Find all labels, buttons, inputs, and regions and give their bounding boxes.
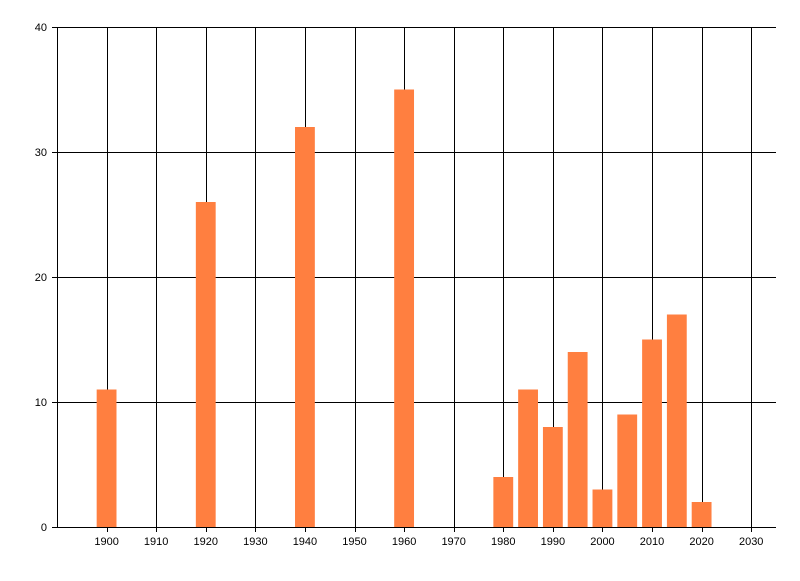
bar-2015 <box>666 314 687 527</box>
y-tick-label: 40 <box>35 22 47 34</box>
bar-1985 <box>518 389 538 527</box>
axes <box>57 27 776 528</box>
y-tick-label: 0 <box>41 522 47 534</box>
x-tick-label: 2010 <box>640 536 664 548</box>
bars <box>96 89 712 527</box>
bar-1990 <box>542 427 563 527</box>
bar-2000 <box>592 489 613 527</box>
x-tick-label: 1940 <box>293 536 317 548</box>
x-tick-label: 2020 <box>689 536 713 548</box>
y-tick-label: 10 <box>35 397 47 409</box>
x-tick-label: 1980 <box>491 536 515 548</box>
y-tick-label: 30 <box>35 147 47 159</box>
bar-1940 <box>295 127 315 527</box>
x-tick-label: 1920 <box>194 536 218 548</box>
bar-2020 <box>691 502 712 527</box>
x-tick-label: 1970 <box>441 536 465 548</box>
x-tick-label: 1950 <box>342 536 366 548</box>
x-tick-label: 1900 <box>94 536 118 548</box>
bar-2005 <box>617 414 638 527</box>
bar-1995 <box>567 352 588 527</box>
y-tick-label: 20 <box>35 272 47 284</box>
x-tick-label: 1930 <box>243 536 267 548</box>
bar-2010 <box>642 339 662 527</box>
x-tick-label: 2030 <box>739 536 763 548</box>
bar-1960 <box>394 89 415 527</box>
x-tick-label: 1990 <box>541 536 565 548</box>
bar-1980 <box>493 477 514 527</box>
x-tick-label: 1960 <box>392 536 416 548</box>
x-tick-label: 1910 <box>144 536 168 548</box>
bar-1900 <box>96 389 117 527</box>
bar-1920 <box>195 202 216 527</box>
x-tick-label: 2000 <box>590 536 614 548</box>
